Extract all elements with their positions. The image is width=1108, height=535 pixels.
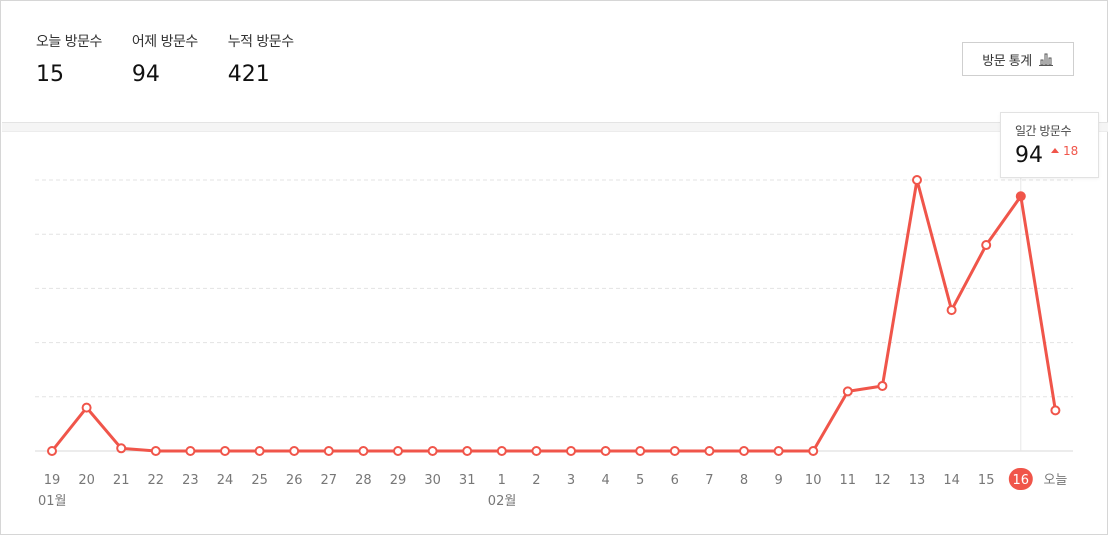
data-point xyxy=(704,446,715,456)
data-point xyxy=(185,446,196,456)
visit-stats-button-label: 방문 통계 xyxy=(982,53,1032,69)
stat-yesterday-label: 어제 방문수 xyxy=(131,34,198,50)
month-label: 02월 xyxy=(488,494,517,509)
data-point xyxy=(739,446,749,456)
visit-stats-button[interactable]: 방문 통계 xyxy=(962,42,1074,76)
daily-visits-tooltip: 일간 방문수 94 18 xyxy=(1000,112,1099,178)
x-tick-label: 29 xyxy=(390,473,407,488)
x-tick-label: 28 xyxy=(355,473,372,488)
month-label: 01월 xyxy=(38,494,67,509)
data-point xyxy=(427,446,438,456)
data-point xyxy=(773,446,784,456)
x-tick-label: 23 xyxy=(182,473,199,488)
x-tick-label: 14 xyxy=(943,473,960,488)
data-point xyxy=(566,446,576,456)
stat-yesterday: 어제 방문수 94 xyxy=(132,31,198,87)
x-tick-label: 20 xyxy=(78,473,95,488)
data-point xyxy=(496,446,507,456)
data-point xyxy=(981,240,992,251)
stat-today: 오늘 방문수 15 xyxy=(36,31,102,87)
x-tick-label: 19 xyxy=(44,473,61,488)
x-tick-label: 5 xyxy=(636,473,644,488)
x-tick-label: 3 xyxy=(567,473,575,488)
data-point xyxy=(635,446,646,456)
data-point xyxy=(254,446,265,456)
x-tick-label: 22 xyxy=(148,473,165,488)
data-point xyxy=(116,443,127,454)
data-point xyxy=(877,380,888,391)
data-point xyxy=(1050,405,1061,416)
x-tick-label: 30 xyxy=(424,473,441,488)
data-point xyxy=(462,446,473,456)
data-point xyxy=(393,446,403,456)
x-tick-label: 9 xyxy=(774,473,782,488)
data-point xyxy=(912,175,922,185)
tooltip-label: 일간 방문수 xyxy=(1015,124,1072,138)
x-tick-label: 15 xyxy=(978,473,995,488)
x-tick-label: 27 xyxy=(321,473,338,488)
data-point xyxy=(531,446,542,456)
data-point xyxy=(220,446,230,456)
stat-today-label: 오늘 방문수 xyxy=(36,34,102,50)
highlight-badge xyxy=(1008,468,1033,490)
x-tick-label: 16 xyxy=(1013,473,1030,488)
x-tick-label: 2 xyxy=(532,473,540,488)
x-tick-label: 4 xyxy=(601,473,609,488)
x-tick-label: 6 xyxy=(671,473,679,488)
x-tick-label: 31 xyxy=(459,473,476,488)
x-tick-label: 1 xyxy=(498,473,506,488)
data-point xyxy=(323,446,334,456)
stat-yesterday-value: 94 xyxy=(131,62,160,87)
data-point xyxy=(358,446,369,456)
stat-total-label: 누적 방문수 xyxy=(227,34,294,50)
x-tick-label: 26 xyxy=(286,473,303,488)
stat-today-value: 15 xyxy=(36,62,64,87)
bar-chart-icon xyxy=(1038,53,1053,66)
visit-stats-summary: 오늘 방문수 15 어제 방문수 94 누적 방문수 421 xyxy=(36,31,324,87)
x-tick-label: 오늘 xyxy=(1043,473,1067,488)
data-point xyxy=(808,446,819,456)
stat-total: 누적 방문수 421 xyxy=(228,31,294,87)
x-tick-label: 11 xyxy=(840,473,857,488)
data-point xyxy=(946,305,957,316)
data-point xyxy=(150,446,161,456)
data-point xyxy=(289,446,300,456)
up-arrow-icon xyxy=(1051,147,1059,153)
tooltip-value: 94 xyxy=(1015,143,1043,168)
data-point xyxy=(47,446,57,456)
x-tick-label: 25 xyxy=(251,473,268,488)
data-point xyxy=(842,386,853,397)
x-tick-label: 7 xyxy=(705,473,713,488)
data-point xyxy=(600,446,611,456)
tooltip-delta: 18 xyxy=(1051,144,1078,158)
x-tick-label: 21 xyxy=(113,473,130,488)
x-tick-label: 10 xyxy=(805,473,822,488)
x-tick-label: 13 xyxy=(909,473,926,488)
x-tick-label: 12 xyxy=(874,473,891,488)
x-tick-label: 24 xyxy=(217,473,234,488)
series-line xyxy=(50,178,1057,453)
x-tick-label: 8 xyxy=(740,473,748,488)
data-point xyxy=(669,446,680,456)
data-point xyxy=(81,402,92,413)
tooltip-delta-value: 18 xyxy=(1063,144,1079,158)
data-point-highlight xyxy=(1015,191,1026,202)
stat-total-value: 421 xyxy=(227,62,270,87)
section-divider xyxy=(2,122,1108,132)
